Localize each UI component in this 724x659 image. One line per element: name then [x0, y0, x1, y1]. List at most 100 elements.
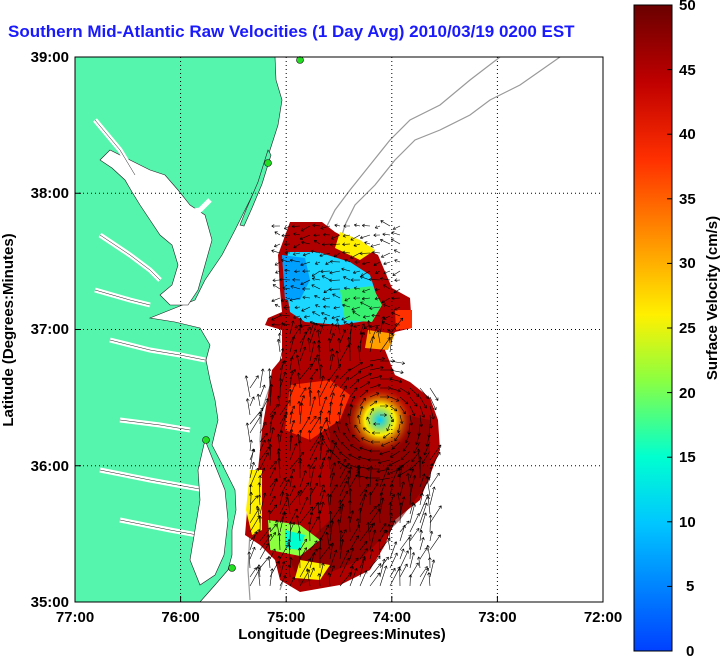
- velocity-arrow: [299, 506, 314, 524]
- velocity-arrow: [319, 449, 330, 470]
- velocity-arrow: [287, 544, 291, 560]
- velocity-arrow: [244, 375, 251, 398]
- velocity-arrow: [293, 232, 301, 236]
- velocity-arrow: [333, 430, 341, 443]
- velocity-arrow: [379, 565, 388, 587]
- velocity-arrow: [356, 345, 361, 362]
- velocity-arrow: [339, 377, 349, 389]
- velocity-arrow: [399, 563, 408, 578]
- velocity-arrow: [266, 534, 271, 551]
- velocity-arrow: [314, 261, 321, 265]
- velocity-arrow: [389, 541, 398, 560]
- velocity-arrow: [404, 432, 411, 444]
- velocity-arrow: [350, 444, 361, 452]
- velocity-arrow: [386, 423, 391, 432]
- velocity-arrow: [329, 353, 335, 371]
- velocity-arrow: [329, 441, 338, 461]
- velocity-arrow: [369, 306, 381, 310]
- velocity-arrow: [374, 225, 381, 229]
- velocity-arrow: [339, 530, 343, 551]
- y-axis-label: Latitude (Degrees:Minutes): [0, 233, 17, 426]
- velocity-arrow: [335, 350, 341, 371]
- velocity-arrow: [289, 451, 305, 470]
- velocity-arrow: [249, 439, 253, 452]
- velocity-arrow: [359, 323, 365, 335]
- velocity-arrow: [309, 516, 319, 533]
- velocity-arrow: [343, 286, 351, 291]
- velocity-arrow: [399, 414, 404, 425]
- velocity-arrow: [429, 396, 437, 411]
- velocity-arrow: [374, 296, 381, 301]
- velocity-arrow: [267, 368, 272, 389]
- velocity-arrow: [295, 515, 301, 533]
- velocity-arrow: [419, 396, 427, 409]
- velocity-arrow: [349, 565, 354, 578]
- velocity-arrow: [421, 450, 431, 464]
- velocity-arrow: [279, 491, 285, 506]
- x-tick-label: 76:00: [161, 609, 199, 626]
- velocity-arrow: [283, 305, 291, 310]
- velocity-arrow: [366, 467, 380, 471]
- velocity-arrow: [350, 252, 361, 259]
- velocity-arrow: [315, 304, 321, 308]
- velocity-arrow: [360, 437, 371, 443]
- velocity-arrow: [370, 440, 380, 444]
- velocity-arrow: [279, 477, 287, 488]
- velocity-arrow: [381, 297, 391, 304]
- velocity-arrow: [249, 467, 259, 488]
- velocity-arrow: [296, 372, 301, 389]
- velocity-arrow: [256, 566, 261, 587]
- velocity-arrow: [255, 505, 261, 524]
- velocity-arrow: [399, 481, 405, 497]
- velocity-arrow: [369, 465, 373, 488]
- velocity-arrow: [329, 392, 335, 407]
- velocity-arrow: [377, 503, 381, 524]
- velocity-arrow: [309, 487, 313, 506]
- velocity-arrow: [429, 559, 436, 578]
- chesapeake-bay: [99, 149, 213, 306]
- velocity-arrow: [258, 515, 263, 533]
- velocity-arrow: [271, 224, 281, 228]
- velocity-arrow: [347, 413, 351, 425]
- y-tick-label: 38:00: [31, 185, 69, 202]
- velocity-arrow: [309, 567, 315, 578]
- velocity-arrow: [394, 259, 401, 263]
- velocity-arrow: [344, 258, 351, 263]
- velocity-arrow: [334, 323, 341, 328]
- velocity-arrow: [269, 403, 279, 416]
- velocity-arrow: [303, 314, 311, 319]
- velocity-arrow: [311, 284, 321, 290]
- velocity-arrow: [259, 543, 270, 560]
- velocity-arrow: [359, 489, 368, 506]
- velocity-arrow: [388, 502, 393, 515]
- velocity-arrow: [348, 499, 352, 515]
- velocity-arrow: [310, 249, 321, 254]
- velocity-arrow: [330, 234, 341, 240]
- velocity-arrow: [344, 297, 351, 302]
- velocity-arrow: [389, 387, 401, 393]
- velocity-arrow: [391, 296, 401, 301]
- velocity-arrow: [419, 502, 428, 524]
- velocity-arrow: [319, 252, 331, 258]
- velocity-arrow: [319, 457, 326, 479]
- velocity-arrow: [247, 551, 251, 569]
- velocity-arrow: [319, 484, 325, 497]
- velocity-arrow: [349, 379, 360, 389]
- velocity-arrow: [391, 231, 401, 236]
- velocity-arrow: [309, 340, 316, 362]
- velocity-arrow: [319, 316, 327, 335]
- velocity-arrow: [335, 421, 341, 434]
- velocity-arrow: [363, 427, 371, 434]
- velocity-arrow: [339, 385, 347, 398]
- velocity-arrow: [349, 387, 358, 398]
- velocity-arrow: [369, 505, 377, 515]
- velocity-arrow: [399, 524, 406, 542]
- velocity-arrow: [349, 404, 354, 416]
- velocity-arrow: [302, 252, 311, 257]
- velocity-arrow: [339, 402, 343, 416]
- velocity-arrow: [300, 225, 311, 232]
- velocity-arrow: [337, 337, 341, 353]
- velocity-arrow: [379, 556, 389, 569]
- velocity-arrow: [339, 458, 347, 470]
- velocity-arrow: [425, 432, 431, 447]
